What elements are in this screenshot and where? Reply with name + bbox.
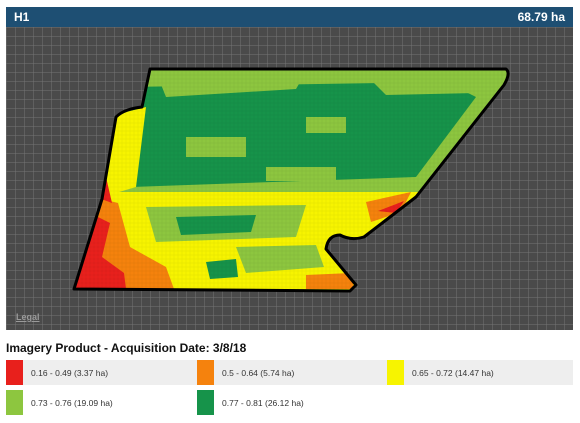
- legend-swatch-light-green: [6, 390, 23, 415]
- ndvi-map[interactable]: Legal: [6, 27, 573, 330]
- legend-row-1: 0.16 - 0.49 (3.37 ha) 0.5 - 0.64 (5.74 h…: [6, 360, 573, 385]
- field-name: H1: [14, 10, 30, 24]
- legend-label: 0.77 - 0.81 (26.12 ha): [222, 397, 304, 408]
- legend-row-2: 0.73 - 0.76 (19.09 ha) 0.77 - 0.81 (26.1…: [6, 390, 573, 415]
- legend-item-1: 0.5 - 0.64 (5.74 ha): [197, 360, 294, 385]
- legend-swatch-dark-green: [197, 390, 214, 415]
- legend-item-4: 0.77 - 0.81 (26.12 ha): [197, 390, 304, 415]
- field-boundary[interactable]: [72, 67, 510, 293]
- legal-link[interactable]: Legal: [16, 312, 40, 322]
- legend-label: 0.65 - 0.72 (14.47 ha): [412, 367, 494, 378]
- field-area: 68.79 ha: [517, 10, 565, 24]
- ndvi-zones: [74, 69, 509, 291]
- legend-item-3: 0.73 - 0.76 (19.09 ha): [6, 390, 113, 415]
- legend-item-0: 0.16 - 0.49 (3.37 ha): [6, 360, 108, 385]
- legend-swatch-red: [6, 360, 23, 385]
- legend-item-2: 0.65 - 0.72 (14.47 ha): [387, 360, 494, 385]
- legend-swatch-yellow: [387, 360, 404, 385]
- legend-label: 0.16 - 0.49 (3.37 ha): [31, 367, 109, 378]
- legend-swatch-orange: [197, 360, 214, 385]
- legend-label: 0.73 - 0.76 (19.09 ha): [31, 397, 113, 408]
- field-header-bar: H1 68.79 ha: [6, 7, 573, 27]
- legend-label: 0.5 - 0.64 (5.74 ha): [222, 367, 295, 378]
- field-imagery-svg: [72, 67, 510, 293]
- legend-title: Imagery Product - Acquisition Date: 3/8/…: [6, 341, 247, 355]
